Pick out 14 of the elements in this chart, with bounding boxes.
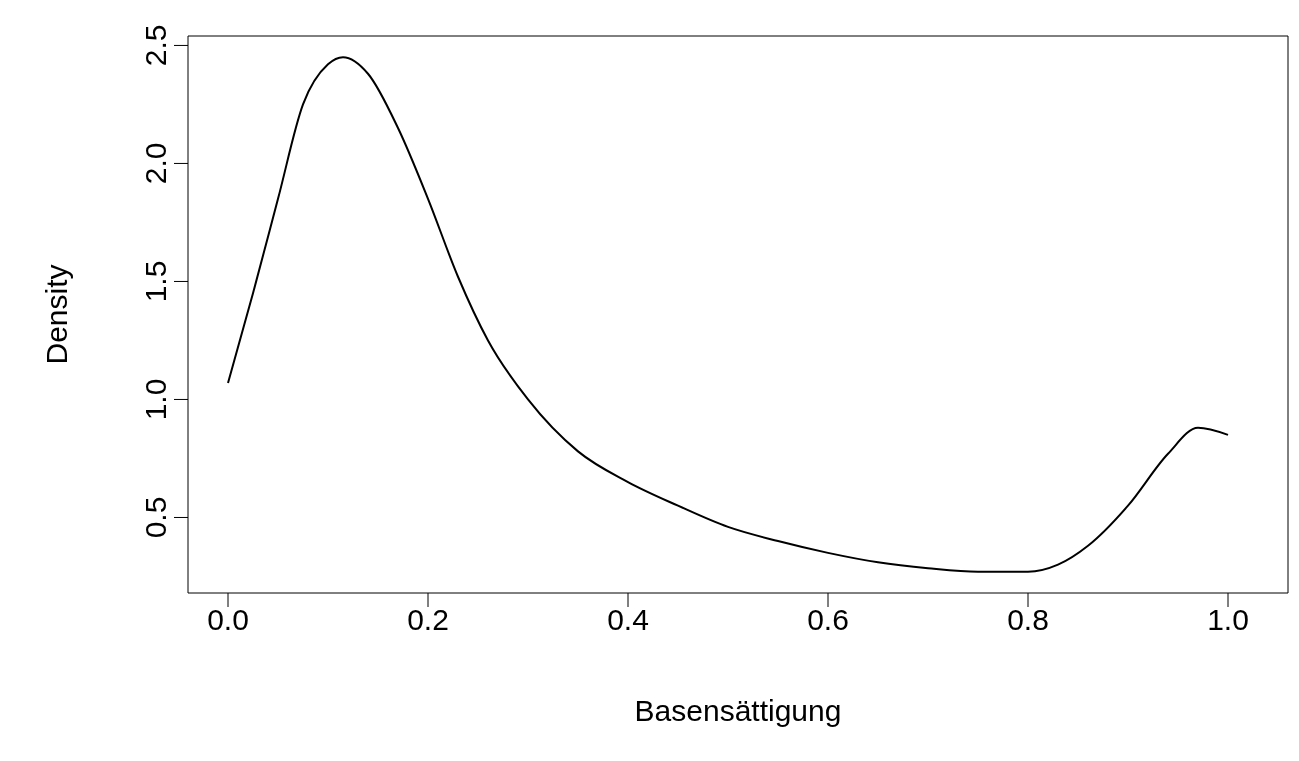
x-tick-label: 0.4	[607, 603, 649, 637]
y-axis-title: Density	[39, 264, 73, 365]
y-tick-label: 0.5	[139, 496, 172, 539]
y-tick-label: 1.5	[139, 260, 172, 303]
x-tick-label: 0.0	[207, 603, 249, 637]
y-tick-label: 2.0	[139, 142, 172, 185]
x-tick-label: 1.0	[1207, 603, 1249, 637]
line-series	[227, 56, 1229, 573]
x-axis-title: Basensättigung	[634, 694, 842, 727]
y-tick-label: 1.0	[139, 378, 172, 421]
x-tick-label: 0.8	[1007, 603, 1049, 637]
x-tick-label: 0.6	[807, 603, 849, 637]
x-tick-label: 0.2	[407, 603, 449, 637]
y-tick-label: 2.5	[139, 24, 172, 67]
